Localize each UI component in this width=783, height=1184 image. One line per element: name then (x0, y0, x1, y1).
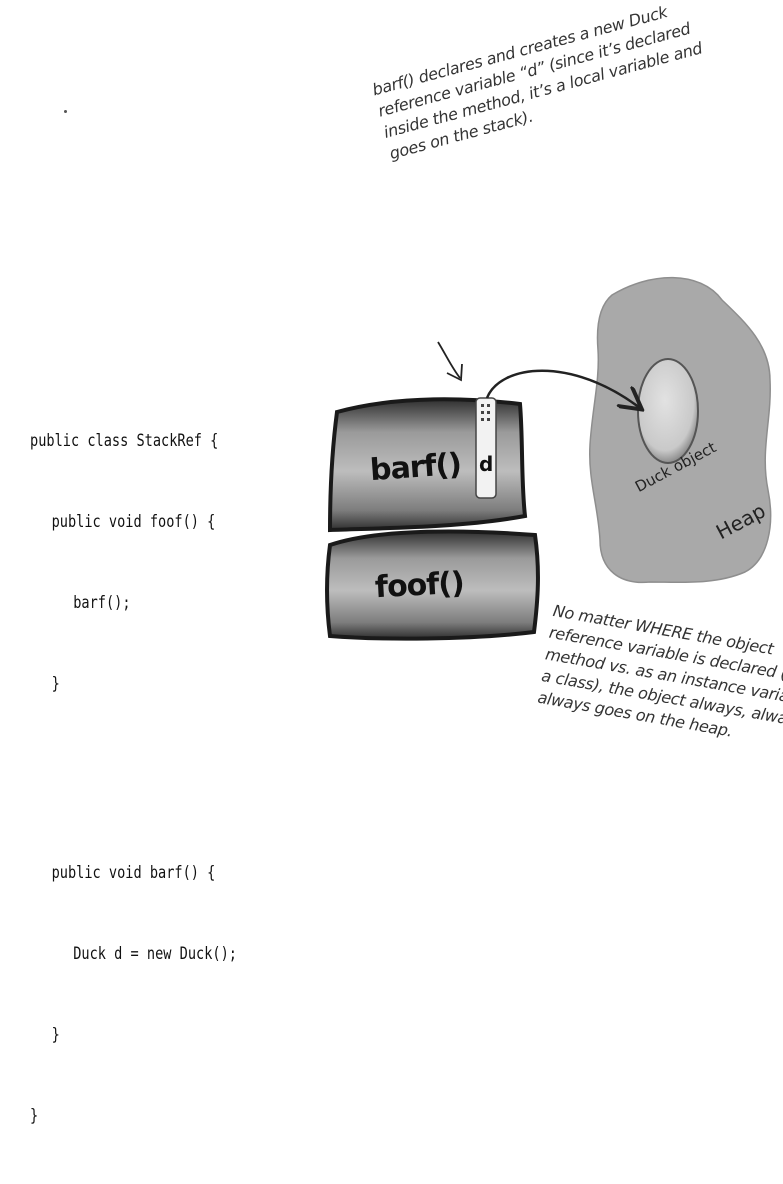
code-line-foof: public void foof() { (51, 512, 216, 532)
code-line-duck: Duck d = new Duck(); (73, 944, 237, 964)
duck-object (637, 358, 699, 464)
diagram-graphics (325, 276, 772, 641)
code-line-foof-close: } (51, 674, 60, 694)
reference-arrow (485, 369, 640, 408)
code-line-barf-close: } (51, 1025, 60, 1045)
stack-frame-barf-label: barf() (368, 446, 463, 489)
remote-button-icon (481, 411, 484, 414)
remote-button-icon (487, 418, 490, 421)
code-line-class-close: } (30, 1106, 39, 1126)
diagram-page: public class StackRef { public void foof… (30, 2, 783, 1126)
stack-frame-foof (325, 529, 540, 641)
remote-button-icon (481, 418, 484, 421)
annotation-arrow (437, 341, 461, 379)
reference-variable-label: d (479, 452, 494, 476)
code-line-class: public class StackRef { (30, 431, 219, 451)
annotation-arrow-head-icon (446, 363, 463, 382)
stray-dot (64, 110, 67, 113)
remote-button-icon (487, 404, 490, 407)
reference-variable-d (475, 397, 497, 499)
remote-button-icon (481, 404, 484, 407)
code-line-barf: public void barf() { (51, 863, 216, 883)
stack-frame-foof-label: foof() (374, 565, 465, 606)
remote-button-icon (487, 411, 490, 414)
code-line-barf-call: barf(); (73, 593, 131, 613)
